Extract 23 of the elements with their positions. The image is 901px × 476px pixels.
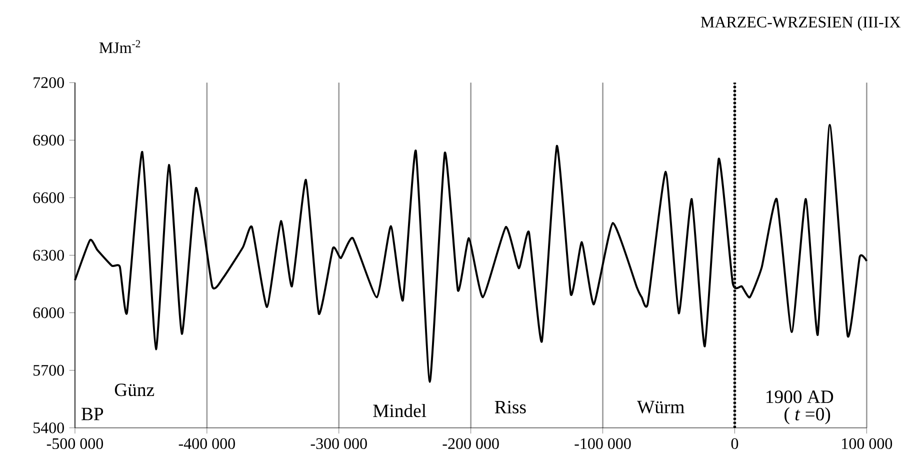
x-tick-label: -200 000 (442, 438, 499, 450)
annotation: 1900 AD (766, 390, 834, 404)
x-tick-label: -400 000 (178, 438, 235, 450)
x-tick-label: 0 (731, 438, 738, 450)
annotation: Würm (637, 400, 684, 414)
y-tick-label: 6000 (33, 307, 64, 318)
annotation: Günz (114, 384, 154, 396)
y-tick-label: 6300 (33, 250, 64, 261)
x-tick-label: -300 000 (310, 438, 367, 450)
annotation: Mindel (373, 404, 426, 418)
x-tick-label: -500 000 (46, 438, 104, 450)
annotation: ( t =0) (784, 407, 830, 424)
y-tick-label: 5700 (34, 364, 64, 376)
y-axis-title: MJm$^{-2}$ (99, 40, 140, 54)
x-tick-label: -100 000 (574, 438, 631, 450)
x-tick-label: 100 000 (842, 438, 892, 450)
chart-title: MARZEC-WRZESIEN (III-IX (700, 16, 900, 31)
y-tick-label: 6600 (33, 192, 64, 204)
annotation: BP (82, 408, 104, 420)
y-tick-label: 5400 (34, 422, 64, 434)
annotation: Riss (494, 400, 526, 414)
y-tick-label: 6900 (33, 134, 64, 146)
y-tick-label: 7200 (34, 77, 64, 88)
